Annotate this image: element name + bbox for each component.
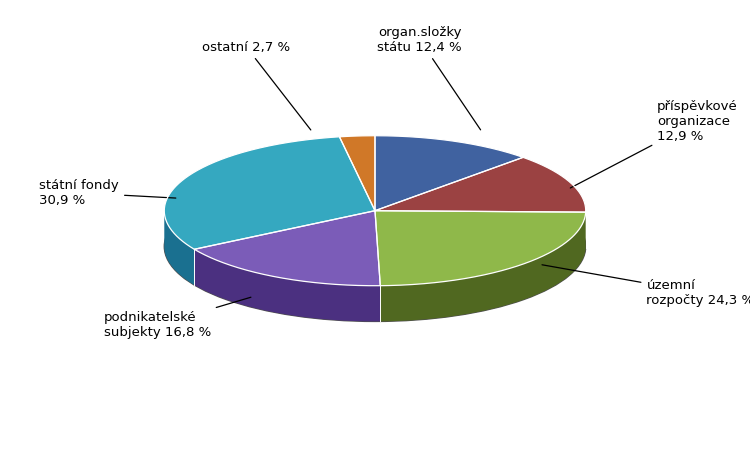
Text: podnikatelské
subjekty 16,8 %: podnikatelské subjekty 16,8 % [104,297,251,339]
Text: organ.složky
státu 12,4 %: organ.složky státu 12,4 % [377,26,481,130]
Text: územní
rozpočty 24,3 %: územní rozpočty 24,3 % [542,265,750,307]
Polygon shape [375,211,586,286]
Polygon shape [375,136,523,211]
Polygon shape [194,211,380,286]
Text: státní fondy
30,9 %: státní fondy 30,9 % [39,179,176,207]
Polygon shape [380,212,586,321]
Polygon shape [340,136,375,211]
Polygon shape [194,249,380,321]
Ellipse shape [164,171,586,321]
Text: příspěvkové
organizace
12,9 %: příspěvkové organizace 12,9 % [570,100,738,188]
Polygon shape [375,158,586,212]
Polygon shape [164,137,375,249]
Polygon shape [164,211,194,285]
Text: ostatní 2,7 %: ostatní 2,7 % [202,40,310,130]
